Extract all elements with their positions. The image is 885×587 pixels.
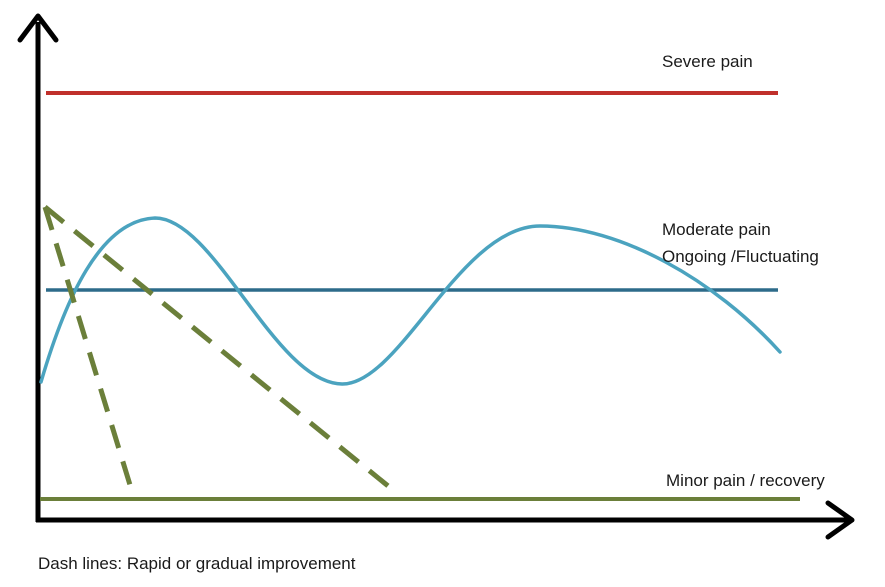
moderate-pain-label: Moderate pain	[662, 220, 771, 239]
rapid-improvement-line	[42, 206, 137, 499]
y-axis-arrowhead	[17, 13, 59, 43]
ongoing-fluctuating-label: Ongoing /Fluctuating	[662, 247, 819, 266]
x-axis-arrowhead	[825, 500, 855, 540]
minor-pain-label: Minor pain / recovery	[666, 471, 825, 490]
gradual-improvement-line	[43, 205, 395, 492]
fluctuating-pain-curve	[39, 216, 782, 386]
dash-lines-caption: Dash lines: Rapid or gradual improvement	[38, 554, 356, 573]
severe-pain-label: Severe pain	[662, 52, 753, 71]
